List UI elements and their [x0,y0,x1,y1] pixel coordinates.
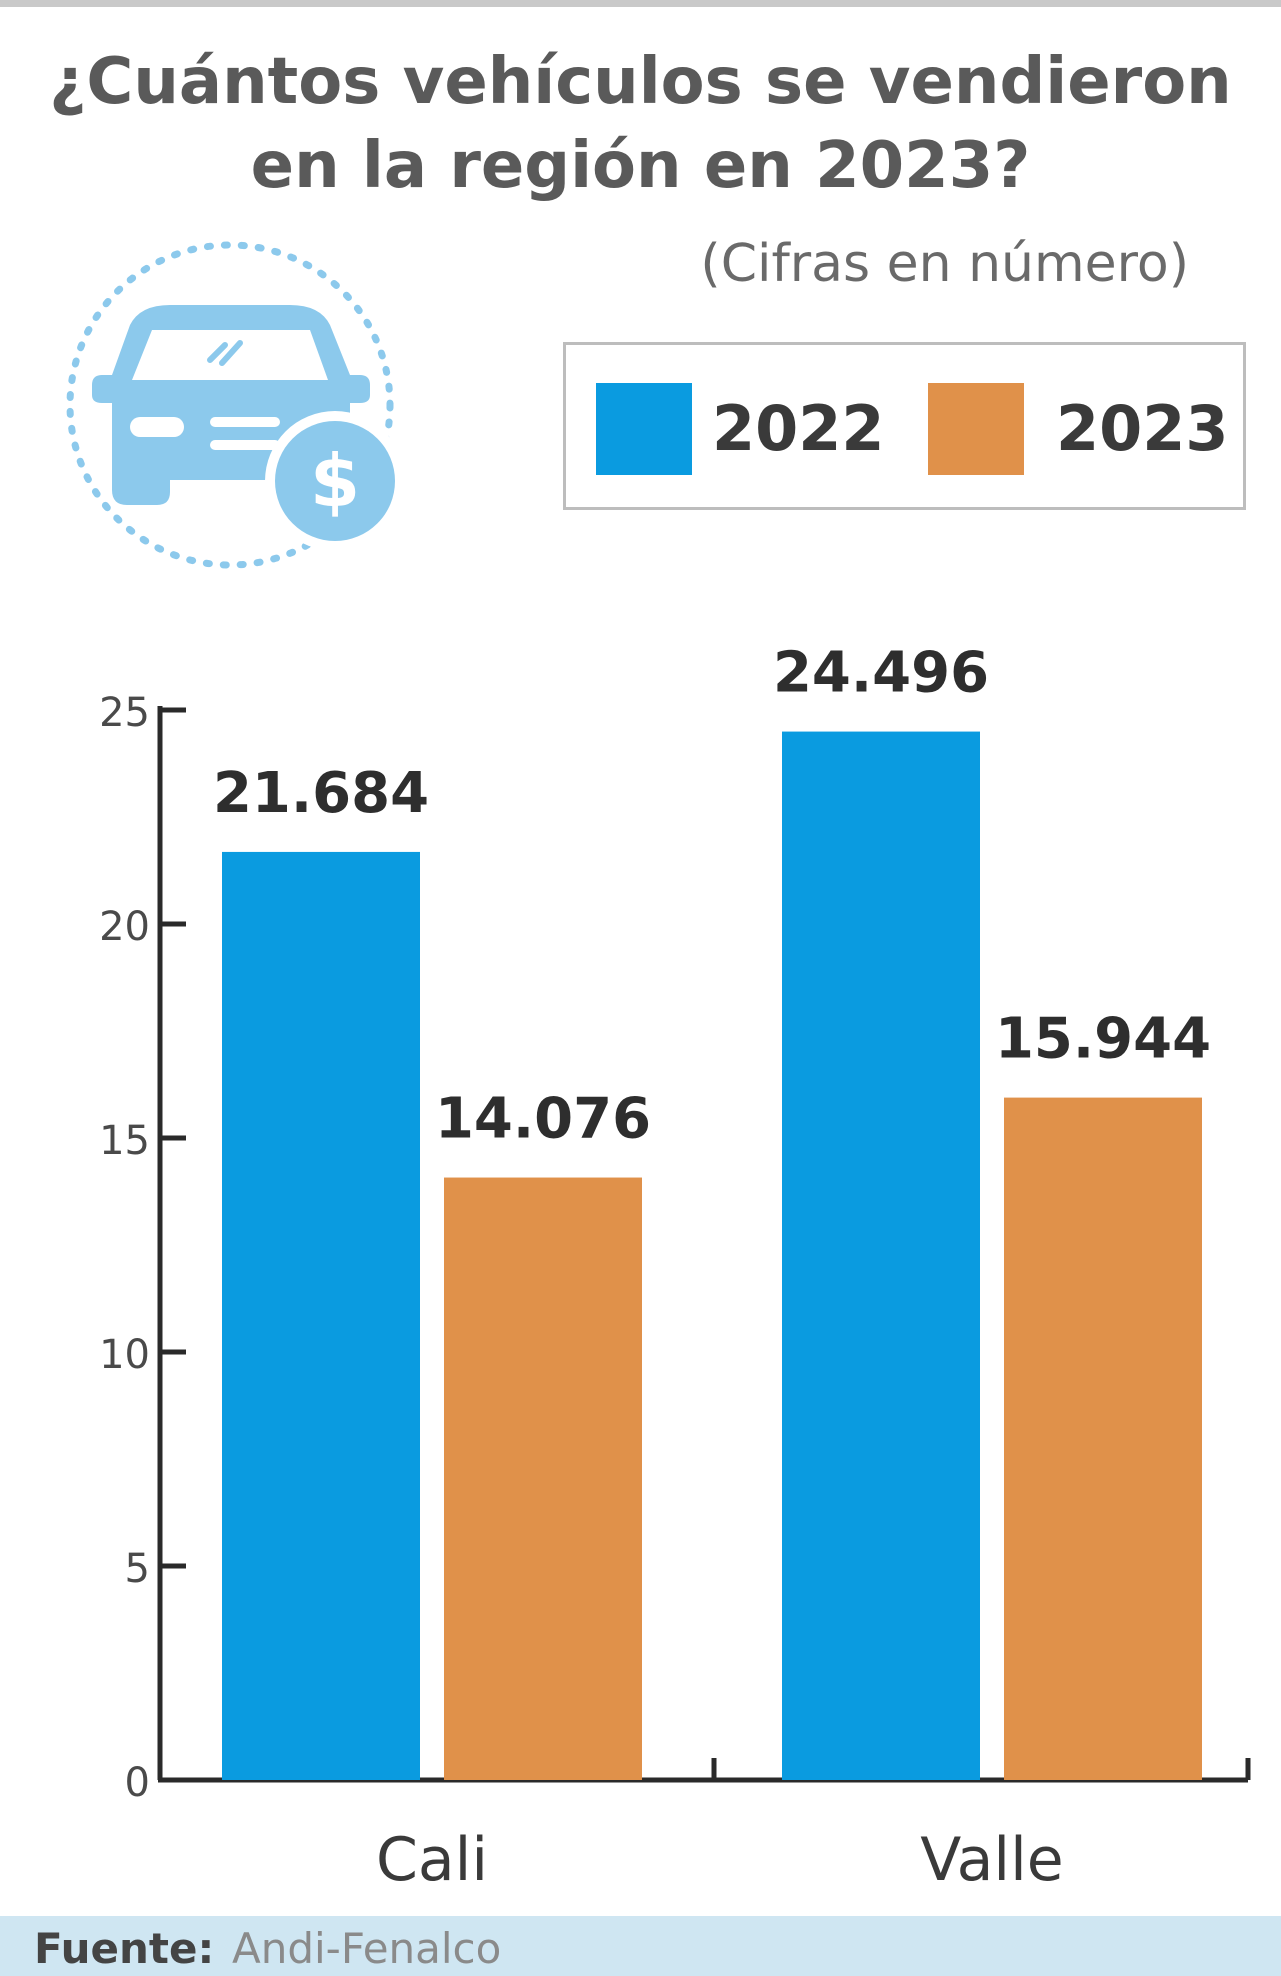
legend: 2022 2023 [563,342,1246,510]
bar-2023-cali [444,1177,642,1780]
y-tick-label: 20 [99,904,150,950]
data-label: 15.944 [995,1007,1211,1072]
car-dollar-icon: $ [66,241,405,569]
y-tick-label: 15 [99,1118,150,1164]
bar-chart: 0 5 10 15 20 25 21.684 14.076 Cali 24.496 15.944 Va… [99,641,1251,1895]
y-tick-label: 0 [125,1760,150,1806]
chart-subtitle: (Cifras en número) [700,234,1189,294]
data-label: 21.684 [213,761,429,826]
bar-2022-cali [222,851,420,1780]
category-label: Cali [376,1825,488,1895]
svg-text:$: $ [310,439,360,523]
legend-label-2023: 2023 [1056,392,1229,465]
category-label: Valle [920,1825,1063,1895]
source-label: Fuente: [34,1924,215,1973]
y-tick-label: 5 [125,1546,150,1592]
y-tick-label: 10 [99,1332,150,1378]
source-footer: Fuente: Andi-Fenalco [0,1916,1281,1976]
legend-swatch-2023 [928,383,1024,475]
chart-title: ¿Cuántos vehículos se vendieron en la re… [49,45,1232,203]
y-tick-label: 25 [99,690,150,736]
bar-2023-valle [1004,1097,1202,1780]
source-value: Andi-Fenalco [232,1924,502,1973]
data-label: 24.496 [773,641,989,706]
legend-label-2022: 2022 [712,392,885,465]
top-rule [0,0,1281,7]
data-label: 14.076 [435,1087,651,1152]
bar-2022-valle [782,731,980,1780]
legend-swatch-2022 [596,383,692,475]
